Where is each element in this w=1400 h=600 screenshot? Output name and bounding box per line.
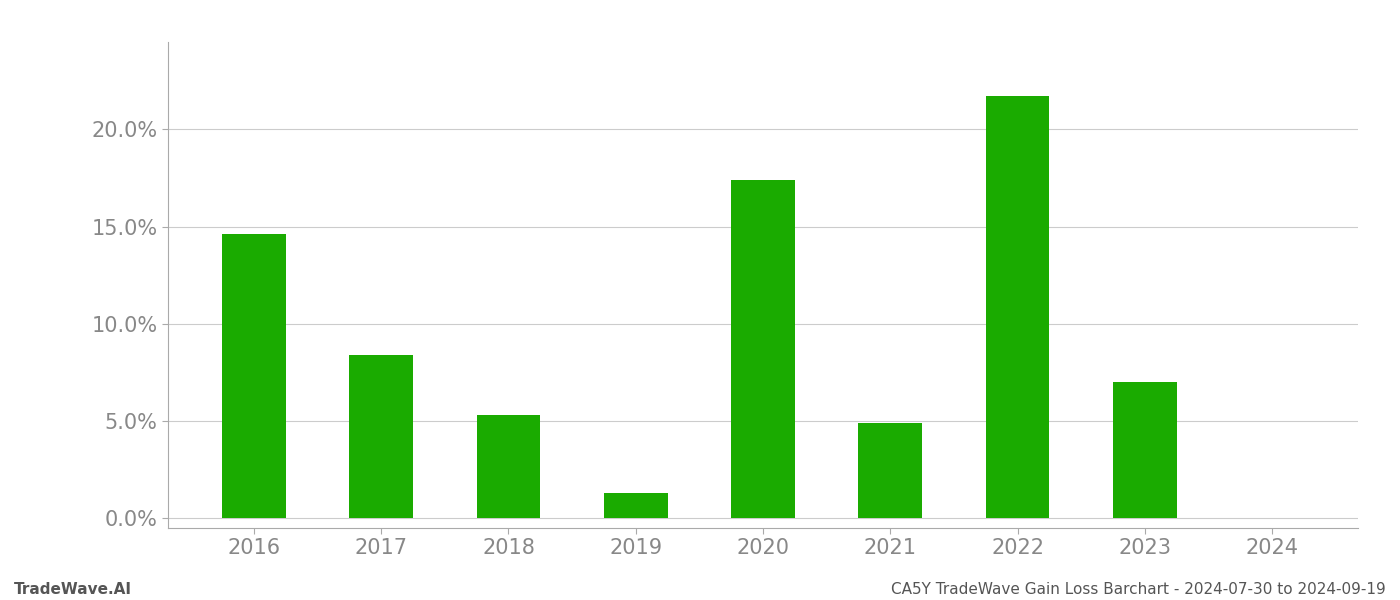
Bar — [476, 415, 540, 518]
Text: TradeWave.AI: TradeWave.AI — [14, 582, 132, 597]
Bar — [731, 180, 795, 518]
Text: CA5Y TradeWave Gain Loss Barchart - 2024-07-30 to 2024-09-19: CA5Y TradeWave Gain Loss Barchart - 2024… — [892, 582, 1386, 597]
Bar — [986, 97, 1050, 518]
Bar — [858, 423, 923, 518]
Bar — [350, 355, 413, 518]
Bar — [603, 493, 668, 518]
Bar — [223, 234, 286, 518]
Bar — [1113, 382, 1176, 518]
